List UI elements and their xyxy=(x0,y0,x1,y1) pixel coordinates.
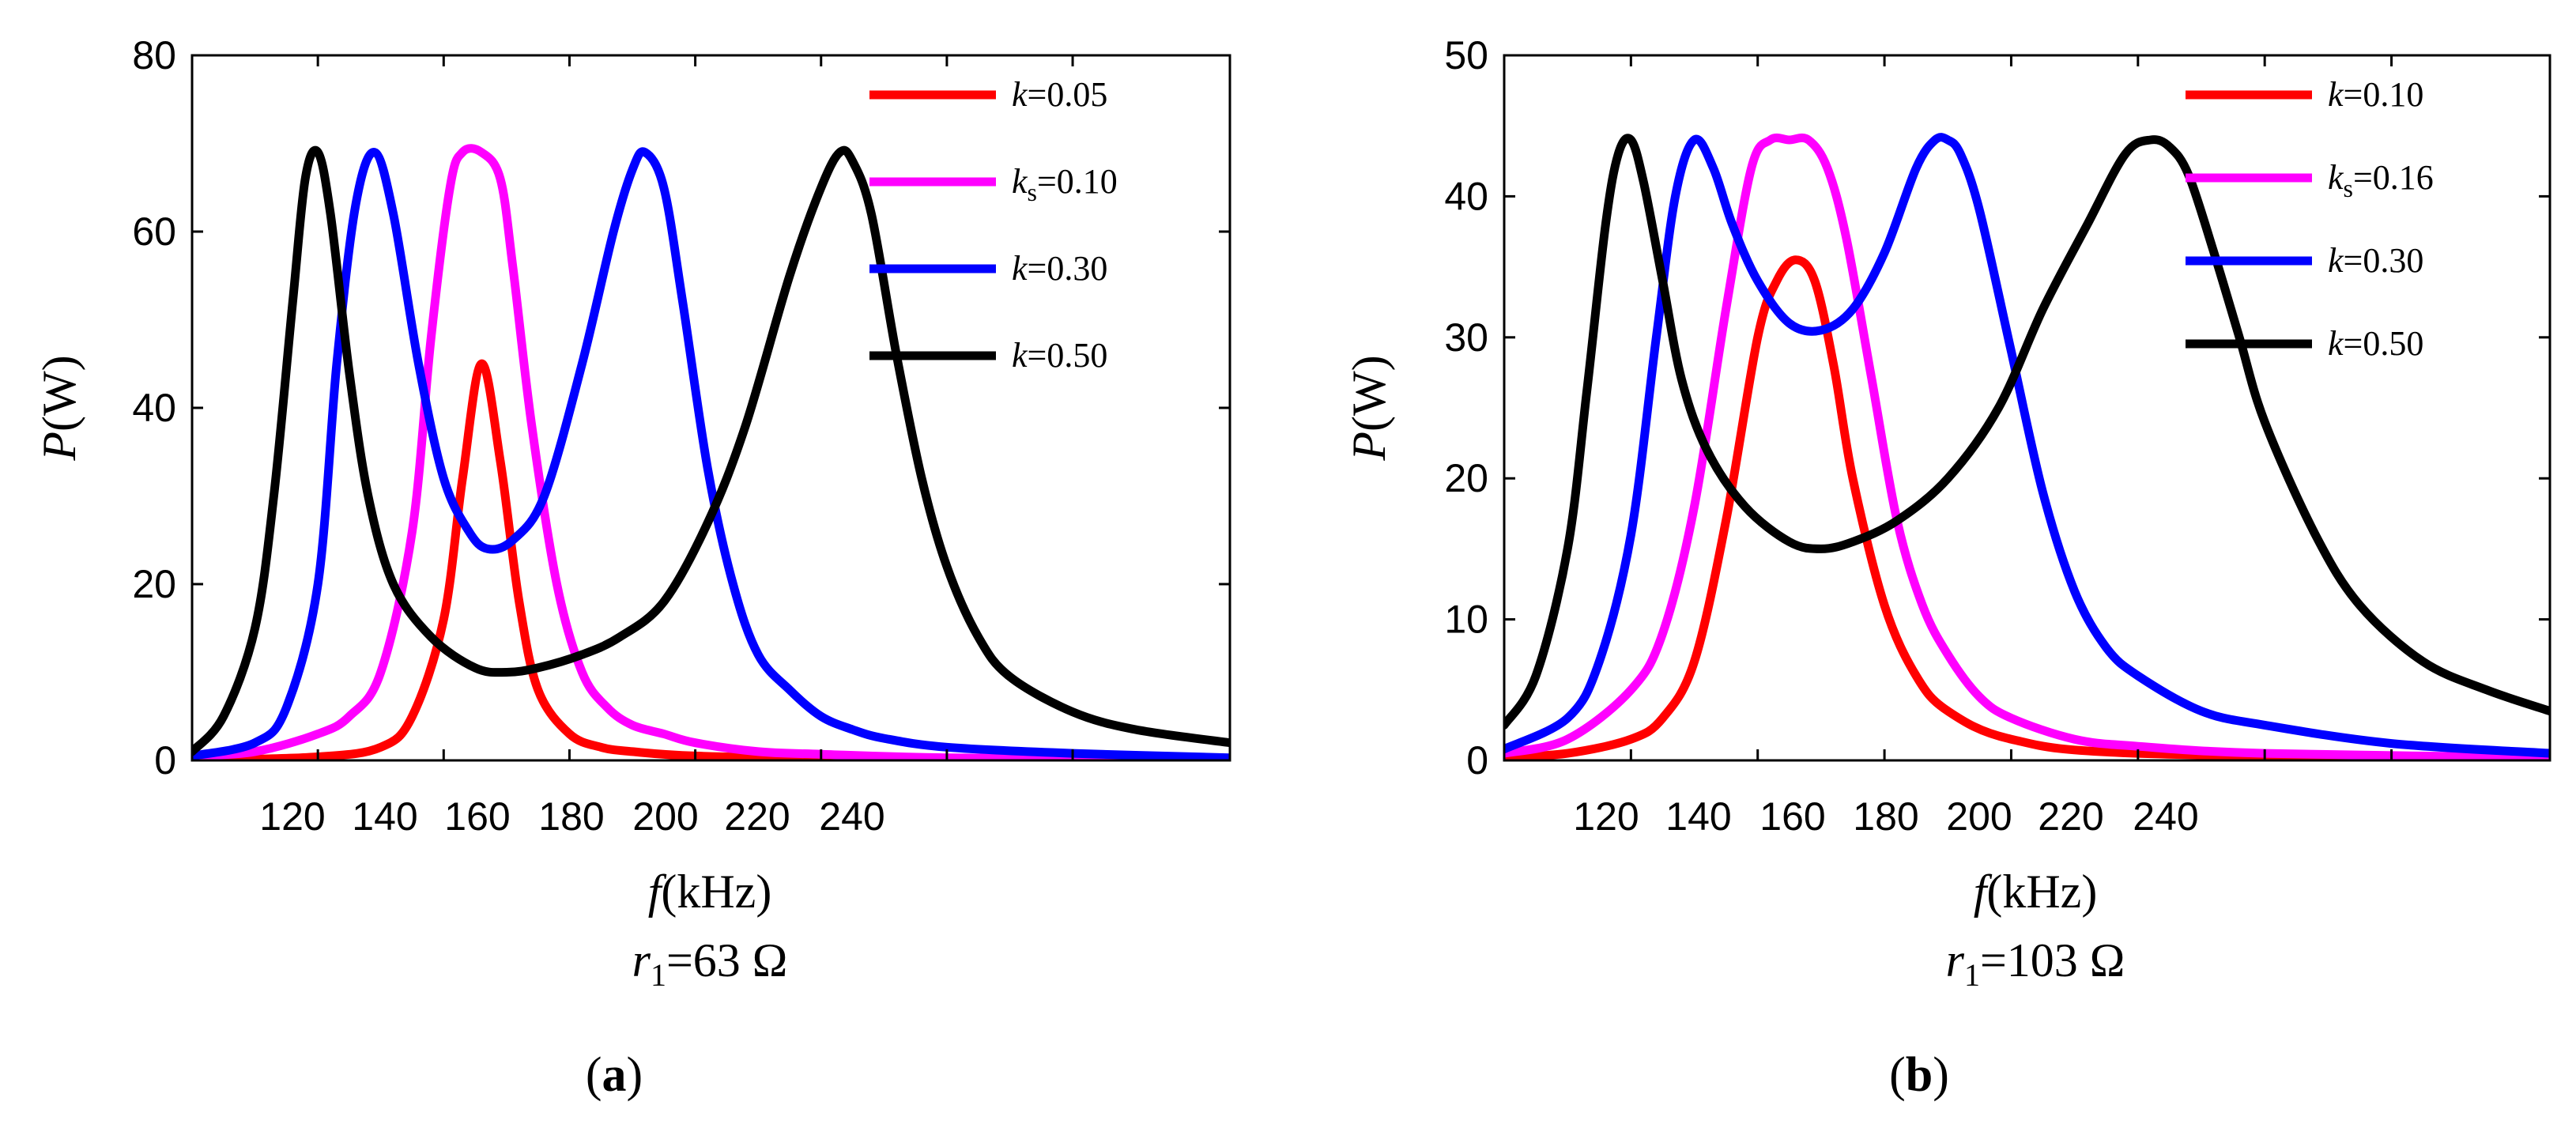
x-axis-unit: (kHz) xyxy=(661,866,771,918)
x-axis-unit: (kHz) xyxy=(1986,866,2097,918)
y-tick-label: 50 xyxy=(1444,33,1488,77)
panel-letter: b xyxy=(1906,1048,1933,1102)
legend-value: =0.10 xyxy=(1037,162,1118,201)
y-axis-variable: P xyxy=(1343,432,1395,462)
panel-paren-close: ) xyxy=(1933,1048,1949,1102)
x-axis-label: f(kHz) xyxy=(1974,866,2098,918)
x-tick-label: 160 xyxy=(1759,794,1825,839)
x-tick-label: 220 xyxy=(724,794,790,839)
y-tick-label: 20 xyxy=(1444,456,1488,500)
y-tick-label: 60 xyxy=(132,209,176,254)
y-tick-label: 80 xyxy=(132,33,176,77)
legend-subscript: s xyxy=(1028,178,1037,206)
legend-variable: k xyxy=(2328,241,2344,280)
legend-value: =0.30 xyxy=(1028,249,1108,288)
series-line-ks-1 xyxy=(1504,133,2550,760)
condition-label: r1=103 Ω xyxy=(1946,934,2125,993)
legend-variable: k xyxy=(2328,324,2344,363)
y-tick-label: 40 xyxy=(1444,174,1488,218)
axes-box xyxy=(1503,54,2551,762)
legend-variable: k xyxy=(1012,249,1028,288)
legend-variable: k xyxy=(2328,75,2344,114)
x-tick-label: 120 xyxy=(259,794,325,839)
x-tick-label: 160 xyxy=(444,794,510,839)
legend-entry: ks=0.16 xyxy=(2328,158,2434,202)
panel-paren-open: ( xyxy=(586,1048,602,1102)
condition-label: r1=63 Ω xyxy=(632,934,788,993)
x-tick-label: 140 xyxy=(1665,794,1731,839)
legend-entry: k=0.30 xyxy=(2328,241,2423,280)
series-line-k-3 xyxy=(192,145,1230,756)
legend-entry: k=0.50 xyxy=(2328,324,2423,363)
panel-letter: a xyxy=(602,1048,627,1102)
series-line-k-0 xyxy=(192,359,1230,760)
legend-subscript: s xyxy=(2344,174,2353,202)
condition-value: =103 Ω xyxy=(1980,934,2125,986)
chart-panel-a: 0 20 40 60 80 120 140 160 180 200 220 240 P(W) f(kHz)… xyxy=(33,33,1231,1102)
y-tick-label: 0 xyxy=(154,738,176,783)
condition-variable: r xyxy=(1946,934,1965,986)
legend-value: =0.05 xyxy=(1028,75,1108,114)
legend-entry: ks=0.10 xyxy=(1012,162,1118,206)
y-tick-label: 20 xyxy=(132,562,176,606)
x-tick-label: 220 xyxy=(2038,794,2103,839)
series-line-k-2 xyxy=(1504,133,2550,758)
condition-subscript: 1 xyxy=(651,957,666,993)
legend-value: =0.30 xyxy=(2344,241,2424,280)
x-tick-label: 120 xyxy=(1573,794,1639,839)
x-tick-label: 200 xyxy=(632,794,698,839)
x-tick-label: 240 xyxy=(819,794,884,839)
axes-box xyxy=(190,54,1231,762)
legend-entry: k=0.30 xyxy=(1012,249,1107,288)
legend-value: =0.50 xyxy=(1028,336,1108,375)
y-tick-label: 40 xyxy=(132,386,176,430)
legend-entry: k=0.10 xyxy=(2328,75,2423,114)
legend-value: =0.16 xyxy=(2353,158,2434,197)
condition-variable: r xyxy=(632,934,651,986)
chart-panel-b: 0 10 20 30 40 50 120 140 160 180 200 220 240 P(W) f(kH… xyxy=(1343,33,2551,1102)
x-tick-label: 180 xyxy=(1853,794,1918,839)
series-line-k-3 xyxy=(1504,134,2550,730)
y-axis-variable: P xyxy=(33,432,85,462)
legend-value: =0.10 xyxy=(2344,75,2424,114)
y-tick-label: 10 xyxy=(1444,598,1488,642)
y-axis-unit: (W) xyxy=(1343,355,1395,432)
x-tick-label: 240 xyxy=(2133,794,2198,839)
condition-subscript: 1 xyxy=(1964,957,1980,993)
series-line-k-0 xyxy=(1504,255,2550,760)
series-line-ks-1 xyxy=(192,144,1230,760)
x-tick-label: 200 xyxy=(1946,794,2012,839)
condition-value: =63 Ω xyxy=(666,934,787,986)
legend-variable: k xyxy=(1012,162,1028,201)
legend-variable: k xyxy=(1012,75,1028,114)
y-axis-unit: (W) xyxy=(33,355,85,432)
legend-value: =0.50 xyxy=(2344,324,2424,363)
y-axis-label: P(W) xyxy=(1343,355,1395,461)
series-line-k-2 xyxy=(192,147,1230,760)
legend-variable: k xyxy=(1012,336,1028,375)
y-tick-label: 30 xyxy=(1444,315,1488,360)
legend-entry: k=0.05 xyxy=(1012,75,1107,114)
panel-paren-open: ( xyxy=(1889,1048,1906,1102)
panel-paren-close: ) xyxy=(627,1048,643,1102)
legend-variable: k xyxy=(2328,158,2344,197)
x-tick-label: 180 xyxy=(538,794,604,839)
legend-entry: k=0.50 xyxy=(1012,336,1107,375)
panel-label: (b) xyxy=(1889,1048,1949,1102)
x-tick-label: 140 xyxy=(352,794,417,839)
y-tick-label: 0 xyxy=(1466,738,1488,783)
panel-label: (a) xyxy=(586,1048,643,1102)
x-axis-label: f(kHz) xyxy=(648,866,772,918)
y-axis-label: P(W) xyxy=(33,355,85,461)
